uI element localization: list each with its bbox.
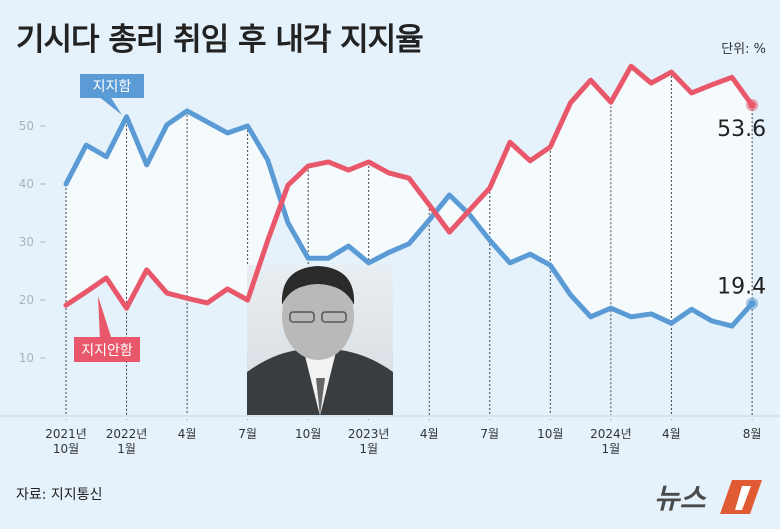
chart-title: 기시다 총리 취임 후 내각 지지율	[16, 22, 424, 58]
x-tick-label: 10월	[537, 427, 563, 441]
x-tick-label: 2021년	[45, 427, 87, 441]
y-tick-label: 40	[19, 177, 34, 191]
x-tick-label: 2023년	[348, 427, 390, 441]
end-value-label: 19.4	[717, 274, 766, 299]
unit-label: 단위: %	[721, 42, 766, 57]
x-tick-label: 2024년	[590, 427, 632, 441]
x-tick-label: 2022년	[106, 427, 148, 441]
y-tick-label: 50	[19, 119, 34, 133]
end-point	[748, 101, 756, 109]
x-tick-label: 10월	[295, 427, 321, 441]
news1-logo: 뉴스	[654, 476, 766, 516]
prime-minister-photo	[247, 265, 393, 416]
svg-text:뉴스: 뉴스	[654, 482, 707, 515]
end-point	[748, 299, 756, 307]
y-tick-label: 10	[19, 351, 34, 365]
y-axis: 10 20 30 40 50	[19, 119, 46, 365]
legend-support-label: 지지함	[93, 79, 132, 95]
x-tick-label: 1월	[117, 442, 136, 456]
between-lines-fill	[66, 66, 753, 327]
legend-support-callout: 지지함	[80, 74, 144, 115]
x-tick-label: 1월	[602, 442, 621, 456]
x-tick-label: 4월	[178, 427, 197, 441]
legend-oppose-label: 지지안함	[81, 343, 133, 359]
x-tick-label: 7월	[480, 427, 499, 441]
x-tick-label: 4월	[420, 427, 439, 441]
x-tick-label: 10월	[53, 442, 79, 456]
x-tick-label: 7월	[238, 427, 257, 441]
x-tick-label: 4월	[662, 427, 681, 441]
source-note: 자료: 지지통신	[16, 487, 103, 503]
y-tick-label: 30	[19, 235, 34, 249]
end-value-label: 53.6	[717, 117, 766, 142]
legend-oppose-callout: 지지안함	[74, 296, 140, 362]
y-tick-label: 20	[19, 293, 34, 307]
x-tick-label: 8월	[743, 427, 762, 441]
x-tick-label: 1월	[359, 442, 378, 456]
